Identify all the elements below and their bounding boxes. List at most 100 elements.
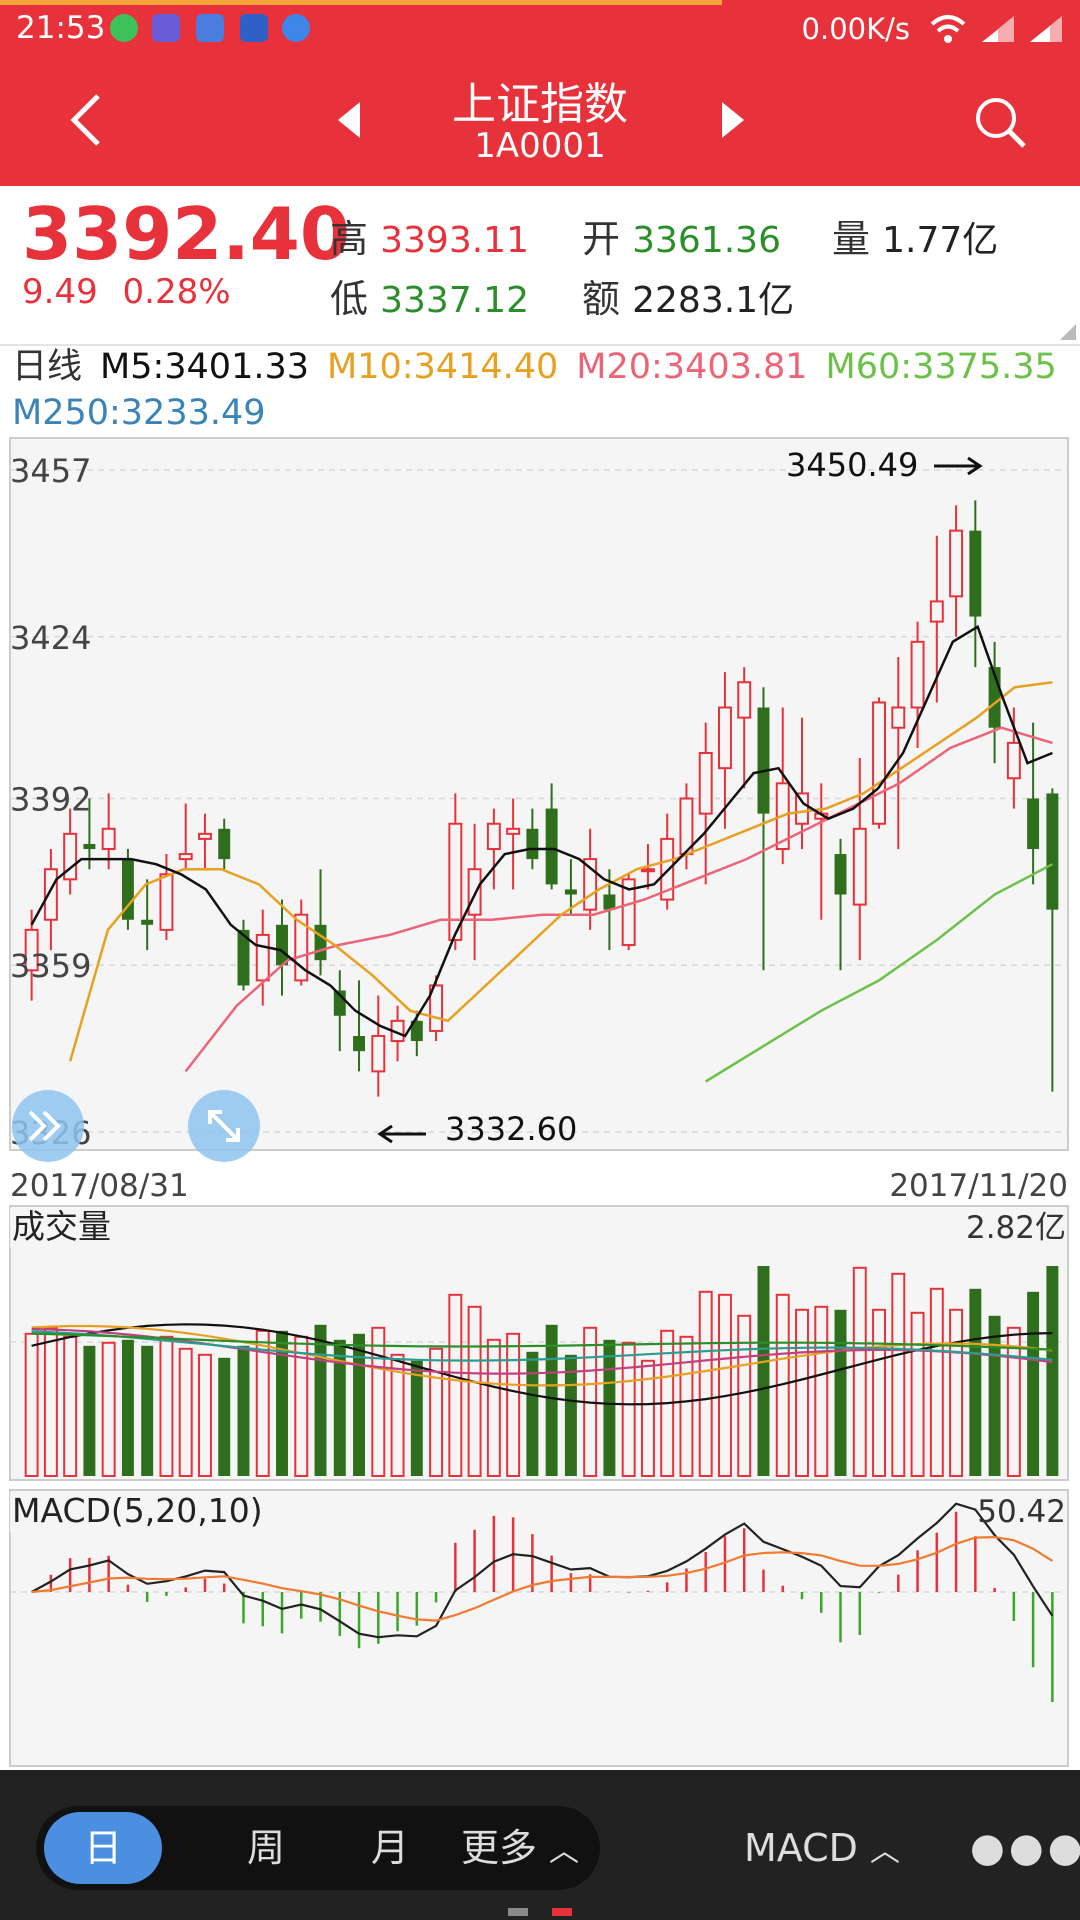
loading-progress [0, 0, 722, 5]
search-icon[interactable] [970, 92, 1030, 152]
open-item: 开 3361.36 [582, 208, 781, 263]
volume-bar-down [526, 1351, 539, 1476]
period-more-button[interactable]: 更多 ︿ [440, 1806, 600, 1890]
expand-icon [208, 1110, 240, 1142]
candle-body-up [63, 832, 78, 881]
high-label: 高 [330, 217, 369, 261]
candle-body-up [872, 701, 887, 825]
candle-body-up [949, 529, 964, 598]
ma20-line [184, 726, 1053, 1073]
volume-ma5-line [31, 1323, 1053, 1406]
bottom-toolbar: 日 周 月 更多 ︿ MACD ︿ ●●● [0, 1770, 1080, 1920]
volume-bar-up [506, 1332, 521, 1477]
ma60-line [705, 863, 1053, 1083]
prev-stock-icon[interactable] [336, 100, 362, 140]
volume-item: 量 1.77亿 [832, 208, 998, 263]
page-title: 上证指数 [452, 79, 628, 130]
page-indicator [508, 1908, 528, 1916]
candle-body-down [757, 707, 770, 814]
period-month-button[interactable]: 月 [370, 1826, 409, 1870]
change-percent: 0.28% [122, 272, 231, 312]
candle-body-up [910, 640, 925, 709]
volume-max: 2.82亿 [966, 1210, 1066, 1246]
open-value: 3361.36 [632, 220, 781, 261]
volume-bar-up [949, 1308, 964, 1477]
period-day-button[interactable]: 日 [44, 1812, 162, 1884]
candle-body-down [834, 854, 847, 895]
period-selector: 日 周 月 更多 ︿ [36, 1806, 600, 1890]
candle-body-up [178, 853, 193, 861]
y-tick-label: 3424 [10, 619, 91, 657]
qq-icon [240, 14, 268, 42]
change-value: 9.49 [22, 272, 98, 312]
ma250-label: M250:3233.49 [12, 393, 266, 433]
more-label: 更多 [460, 1826, 537, 1870]
y-tick-label: 3359 [10, 947, 91, 985]
status-bar: 21:53 0.00K/s [0, 0, 1080, 60]
candle-body-down [237, 929, 250, 986]
candle-body-up [371, 1034, 386, 1073]
volume-bar-down [121, 1339, 134, 1476]
volume-bar-up [737, 1314, 752, 1477]
low-arrow-icon [377, 1124, 426, 1144]
open-label: 开 [582, 217, 621, 261]
high-arrow-icon [934, 456, 983, 476]
candle-body-up [197, 832, 212, 840]
macd-dif-line [31, 1502, 1054, 1639]
low-item: 低 3337.12 [330, 268, 529, 323]
candle-body-up [698, 751, 713, 815]
candle-body-up [506, 827, 521, 835]
volume-bar-down [83, 1345, 96, 1476]
volume-bar-down [410, 1360, 423, 1476]
fullscreen-button[interactable] [188, 1090, 260, 1162]
chart-area[interactable]: 34573424339233593326 3450.49 3332.60 201… [0, 436, 1080, 1770]
low-annotation: 3332.60 [445, 1110, 577, 1148]
volume-bar-up [872, 1308, 887, 1477]
volume-bar-down [218, 1357, 231, 1476]
candle-body-up [43, 868, 58, 921]
app-icon [152, 14, 180, 42]
candle-body-up [486, 822, 501, 851]
low-value: 3337.12 [380, 280, 529, 321]
candle-body-down [564, 889, 577, 895]
next-stock-icon[interactable] [720, 100, 746, 140]
volume-bar-up [63, 1335, 78, 1477]
candle-body-down [526, 828, 539, 860]
macd-lines [31, 1502, 1054, 1639]
back-icon[interactable] [62, 90, 122, 150]
scroll-left-button[interactable] [12, 1090, 84, 1162]
candle-body-up [640, 868, 655, 873]
period-label: 日线 [12, 347, 83, 387]
signal-icon [982, 16, 1014, 42]
browser-icon [196, 14, 224, 42]
ma10-label: M10:3414.40 [327, 347, 559, 387]
ma10-line [68, 680, 1053, 1062]
wechat-icon [110, 14, 138, 42]
macd-dea-line [31, 1535, 1053, 1622]
candle-body-up [429, 984, 444, 1032]
expand-corner-icon[interactable] [1060, 324, 1076, 340]
candle-body-up [891, 706, 906, 729]
chevron-up-icon: ︿ [549, 1834, 580, 1869]
volume-label: 量 [832, 217, 871, 261]
volume-bar-down [1046, 1266, 1059, 1476]
volume-bar-up [679, 1335, 694, 1477]
app-header: 上证指数 1A0001 [0, 60, 1080, 186]
volume-bar-up [640, 1359, 655, 1477]
volume-bar-down [988, 1315, 1001, 1476]
candle-body-up [717, 706, 732, 770]
indicator-button[interactable]: MACD ︿ [744, 1806, 900, 1890]
ma60-label: M60:3375.35 [825, 347, 1057, 387]
candle-body-up [294, 913, 309, 982]
candle-body-down [603, 894, 616, 910]
candle-body-up [255, 933, 270, 982]
macd-max: 50.42 [977, 1494, 1066, 1530]
candle-body-down [410, 1020, 423, 1042]
more-menu-icon[interactable]: ●●● [970, 1825, 1080, 1871]
macd-bars [49, 1511, 1054, 1702]
y-tick-label: 3457 [10, 452, 91, 490]
volume-value: 1.77亿 [882, 220, 999, 261]
period-week-button[interactable]: 周 [246, 1826, 285, 1870]
candle-body-down [1027, 798, 1040, 850]
volume-bar-up [1006, 1326, 1021, 1477]
